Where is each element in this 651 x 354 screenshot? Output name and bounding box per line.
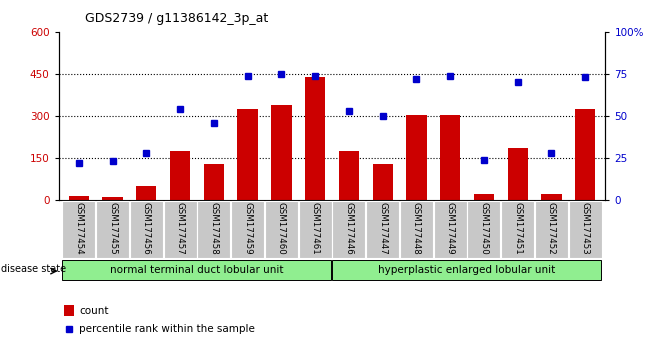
Bar	[568, 201, 602, 258]
Bar	[204, 164, 224, 200]
Bar	[333, 201, 365, 258]
Bar	[434, 201, 467, 258]
Bar	[62, 259, 331, 280]
Text: GSM177460: GSM177460	[277, 202, 286, 255]
Bar	[69, 196, 89, 200]
Bar	[231, 201, 264, 258]
Bar	[366, 201, 399, 258]
Bar	[170, 151, 190, 200]
Bar	[474, 194, 494, 200]
Text: normal terminal duct lobular unit: normal terminal duct lobular unit	[110, 265, 284, 275]
Text: GSM177447: GSM177447	[378, 202, 387, 255]
Text: GSM177451: GSM177451	[513, 202, 522, 255]
Bar	[508, 148, 528, 200]
Bar	[265, 201, 298, 258]
Text: GSM177461: GSM177461	[311, 202, 320, 255]
Text: GSM177446: GSM177446	[344, 202, 353, 255]
Text: count: count	[79, 306, 109, 315]
Text: GSM177452: GSM177452	[547, 202, 556, 255]
Bar	[333, 259, 602, 280]
Bar	[62, 201, 96, 258]
Text: GSM177456: GSM177456	[142, 202, 151, 255]
Bar	[541, 194, 562, 200]
Bar	[406, 115, 426, 200]
Bar	[64, 304, 74, 316]
Text: disease state: disease state	[1, 264, 66, 274]
Text: GDS2739 / g11386142_3p_at: GDS2739 / g11386142_3p_at	[85, 12, 268, 25]
Text: GSM177459: GSM177459	[243, 202, 252, 255]
Bar	[197, 201, 230, 258]
Bar	[271, 105, 292, 200]
Bar	[130, 201, 163, 258]
Bar	[136, 186, 156, 200]
Text: GSM177454: GSM177454	[74, 202, 83, 255]
Text: GSM177458: GSM177458	[210, 202, 218, 255]
Text: percentile rank within the sample: percentile rank within the sample	[79, 324, 255, 334]
Bar	[440, 115, 460, 200]
Bar	[96, 201, 129, 258]
Text: GSM177457: GSM177457	[176, 202, 185, 255]
Bar	[339, 151, 359, 200]
Bar	[238, 109, 258, 200]
Bar	[305, 77, 326, 200]
Bar	[102, 197, 123, 200]
Bar	[575, 109, 595, 200]
Bar	[372, 164, 393, 200]
Text: hyperplastic enlarged lobular unit: hyperplastic enlarged lobular unit	[378, 265, 555, 275]
Text: GSM177450: GSM177450	[479, 202, 488, 255]
Bar	[467, 201, 501, 258]
Bar	[535, 201, 568, 258]
Text: GSM177453: GSM177453	[581, 202, 590, 255]
Text: GSM177455: GSM177455	[108, 202, 117, 255]
Text: GSM177448: GSM177448	[412, 202, 421, 255]
Bar	[299, 201, 331, 258]
Text: GSM177449: GSM177449	[446, 202, 454, 255]
Bar	[400, 201, 433, 258]
Bar	[163, 201, 197, 258]
Bar	[501, 201, 534, 258]
